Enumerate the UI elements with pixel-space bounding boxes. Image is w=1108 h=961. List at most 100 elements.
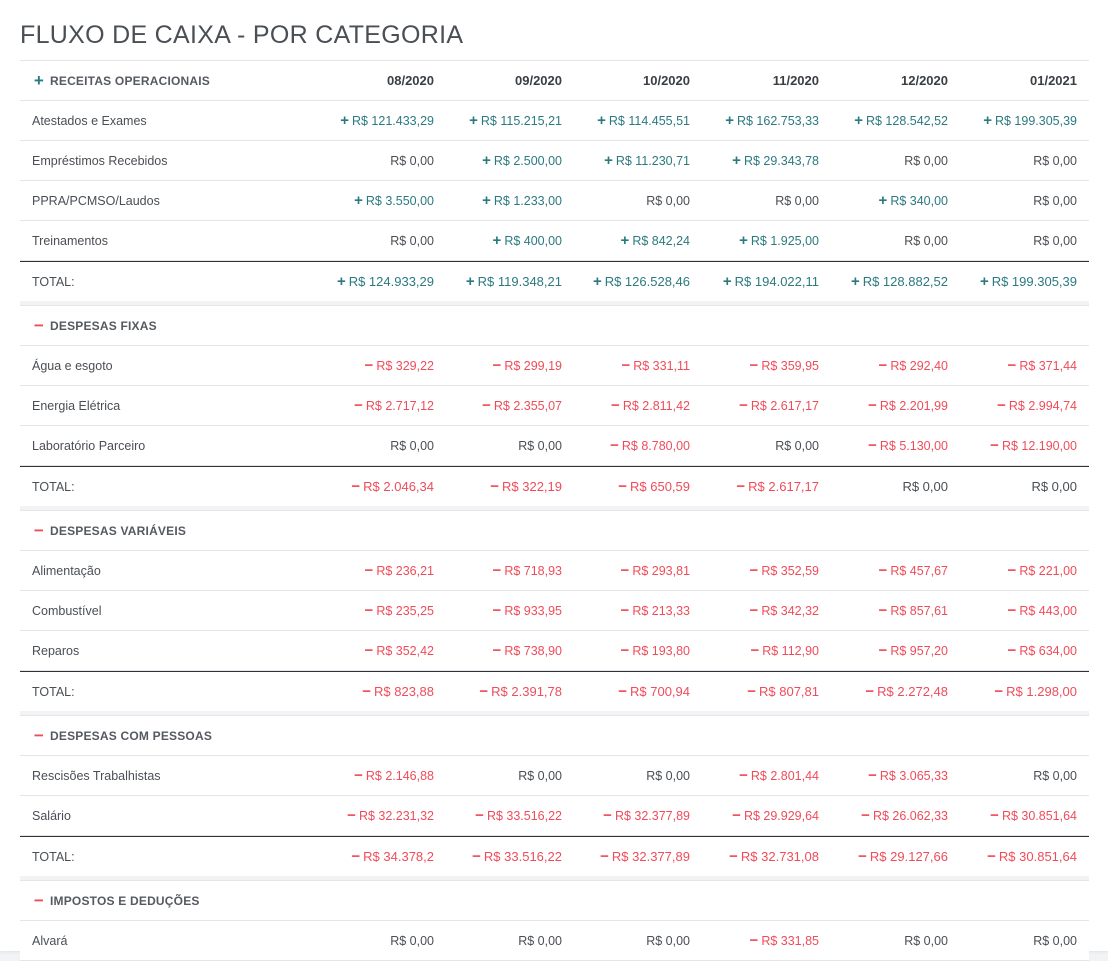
amount-text: R$ 634,00 (1019, 643, 1077, 658)
plus-icon: + (465, 272, 475, 290)
minus-icon: − (1007, 561, 1017, 579)
amount-text: R$ 33.516,22 (486, 808, 562, 823)
minus-icon: − (611, 396, 620, 414)
value-cell: R$ 0,00 (820, 141, 948, 180)
minus-icon: − (620, 561, 630, 579)
value-cell: + R$ 199.305,39 (949, 101, 1077, 140)
amount-text: R$ 3.550,00 (365, 193, 434, 208)
value-cell: − R$ 738,90 (434, 631, 562, 670)
section-title[interactable]: + RECEITAS OPERACIONAIS (32, 61, 210, 100)
section-title[interactable]: − DESPESAS FIXAS (32, 306, 157, 345)
amount-text: R$ 32.231,32 (358, 808, 434, 823)
value-cell: − R$ 634,00 (949, 631, 1077, 670)
month-header: 08/2020 (387, 73, 434, 88)
section-header-1[interactable]: + RECEITAS OPERACIONAIS 08/2020 09/2020 10/2… (20, 60, 1089, 101)
section-title[interactable]: − IMPOSTOS E DEDUÇÕES (32, 881, 200, 920)
minus-icon: − (749, 601, 759, 619)
amount-text: R$ 857,61 (890, 603, 948, 618)
minus-icon: − (858, 847, 867, 865)
table-row: Alvará R$ 0,00 R$ 0,00 R$ 0,00− R$ 331,85 R$ … (20, 921, 1089, 961)
value-cell: − R$ 5.130,00 (820, 426, 948, 465)
minus-icon: − (878, 561, 888, 579)
amount-text: R$ 352,59 (761, 563, 819, 578)
amount-text: R$ 0,00 (390, 153, 434, 168)
amount-text: R$ 2.617,17 (750, 398, 819, 413)
value-cell: + R$ 124.933,29 (306, 262, 434, 301)
value-cell: + R$ 162.753,33 (691, 101, 819, 140)
minus-icon[interactable]: − (33, 315, 45, 335)
minus-icon: − (354, 396, 363, 414)
value-cell: − R$ 193,80 (562, 631, 690, 670)
value-cell: − R$ 292,40 (820, 346, 948, 385)
value-cell: − R$ 2.801,44 (691, 756, 819, 795)
value-cell: − R$ 29.929,64 (691, 796, 819, 835)
section-title[interactable]: − DESPESAS COM PESSOAS (32, 716, 212, 755)
section-header-5[interactable]: − IMPOSTOS E DEDUÇÕES (20, 880, 1089, 921)
plus-icon: + (983, 111, 992, 129)
minus-icon[interactable]: − (33, 520, 45, 540)
section-title[interactable]: − DESPESAS VARIÁVEIS (32, 511, 186, 550)
section-header-3[interactable]: − DESPESAS VARIÁVEIS (20, 510, 1089, 551)
minus-icon: − (1007, 601, 1017, 619)
amount-text: R$ 0,00 (390, 438, 434, 453)
minus-icon: − (868, 436, 877, 454)
amount-text: R$ 34.378,2 (363, 849, 434, 864)
amount-text: R$ 807,81 (759, 684, 819, 699)
amount-text: R$ 718,93 (504, 563, 562, 578)
section-header-4[interactable]: − DESPESAS COM PESSOAS (20, 715, 1089, 756)
minus-icon: − (620, 601, 630, 619)
row-label: Reparos (32, 643, 80, 658)
value-cell: + R$ 126.528,46 (562, 262, 690, 301)
minus-icon: − (729, 847, 738, 865)
row-label: Salário (32, 808, 71, 823)
amount-text: R$ 0,00 (1031, 479, 1077, 494)
amount-text: R$ 236,21 (376, 563, 434, 578)
amount-text: R$ 933,95 (504, 603, 562, 618)
minus-icon[interactable]: − (33, 725, 45, 745)
value-cell: R$ 0,00 (306, 921, 434, 960)
value-cell: R$ 0,00 (820, 921, 948, 960)
value-cell: − R$ 2.201,99 (820, 386, 948, 425)
amount-text: R$ 2.994,74 (1008, 398, 1077, 413)
plus-icon: + (354, 191, 363, 209)
value-cell: − R$ 2.617,17 (691, 467, 819, 506)
plus-icon: + (469, 111, 478, 129)
minus-icon[interactable]: − (33, 890, 45, 910)
value-cell: − R$ 2.811,42 (562, 386, 690, 425)
value-cell: − R$ 2.272,48 (820, 672, 948, 711)
amount-text: R$ 0,00 (902, 479, 948, 494)
minus-icon: − (347, 806, 356, 824)
minus-icon: − (747, 682, 756, 700)
section-header-2[interactable]: − DESPESAS FIXAS (20, 305, 1089, 346)
value-cell: − R$ 235,25 (306, 591, 434, 630)
value-cell: − R$ 329,22 (306, 346, 434, 385)
amount-text: R$ 0,00 (518, 438, 562, 453)
amount-text: R$ 32.377,89 (614, 808, 690, 823)
amount-text: R$ 193,80 (632, 643, 690, 658)
section-title-text: DESPESAS FIXAS (50, 318, 157, 333)
amount-text: R$ 29.929,64 (743, 808, 819, 823)
plus-icon: + (979, 272, 989, 290)
value-cell: R$ 0,00 (434, 921, 562, 960)
value-cell: − R$ 33.516,22 (434, 837, 562, 876)
row-label: Laboratório Parceiro (32, 438, 146, 453)
minus-icon: − (364, 356, 374, 374)
value-cell: + R$ 1.233,00 (434, 181, 562, 220)
minus-icon: − (620, 641, 630, 659)
amount-text: R$ 29.127,66 (869, 849, 948, 864)
value-cell: − R$ 8.780,00 (562, 426, 690, 465)
value-cell: R$ 0,00 (562, 181, 690, 220)
month-header: 01/2021 (1030, 73, 1077, 88)
plus-icon[interactable]: + (33, 70, 45, 90)
value-cell: R$ 0,00 (434, 426, 562, 465)
amount-text: R$ 2.201,99 (879, 398, 948, 413)
minus-icon: − (749, 356, 759, 374)
amount-text: R$ 0,00 (646, 933, 690, 948)
amount-text: R$ 29.343,78 (743, 153, 819, 168)
table-row: Laboratório Parceiro R$ 0,00 R$ 0,00− R$ 8.… (20, 426, 1089, 466)
value-cell: + R$ 199.305,39 (949, 262, 1077, 301)
value-cell: + R$ 119.348,21 (434, 262, 562, 301)
value-cell: − R$ 457,67 (820, 551, 948, 590)
row-label: Treinamentos (32, 233, 108, 248)
value-cell: − R$ 2.046,34 (306, 467, 434, 506)
